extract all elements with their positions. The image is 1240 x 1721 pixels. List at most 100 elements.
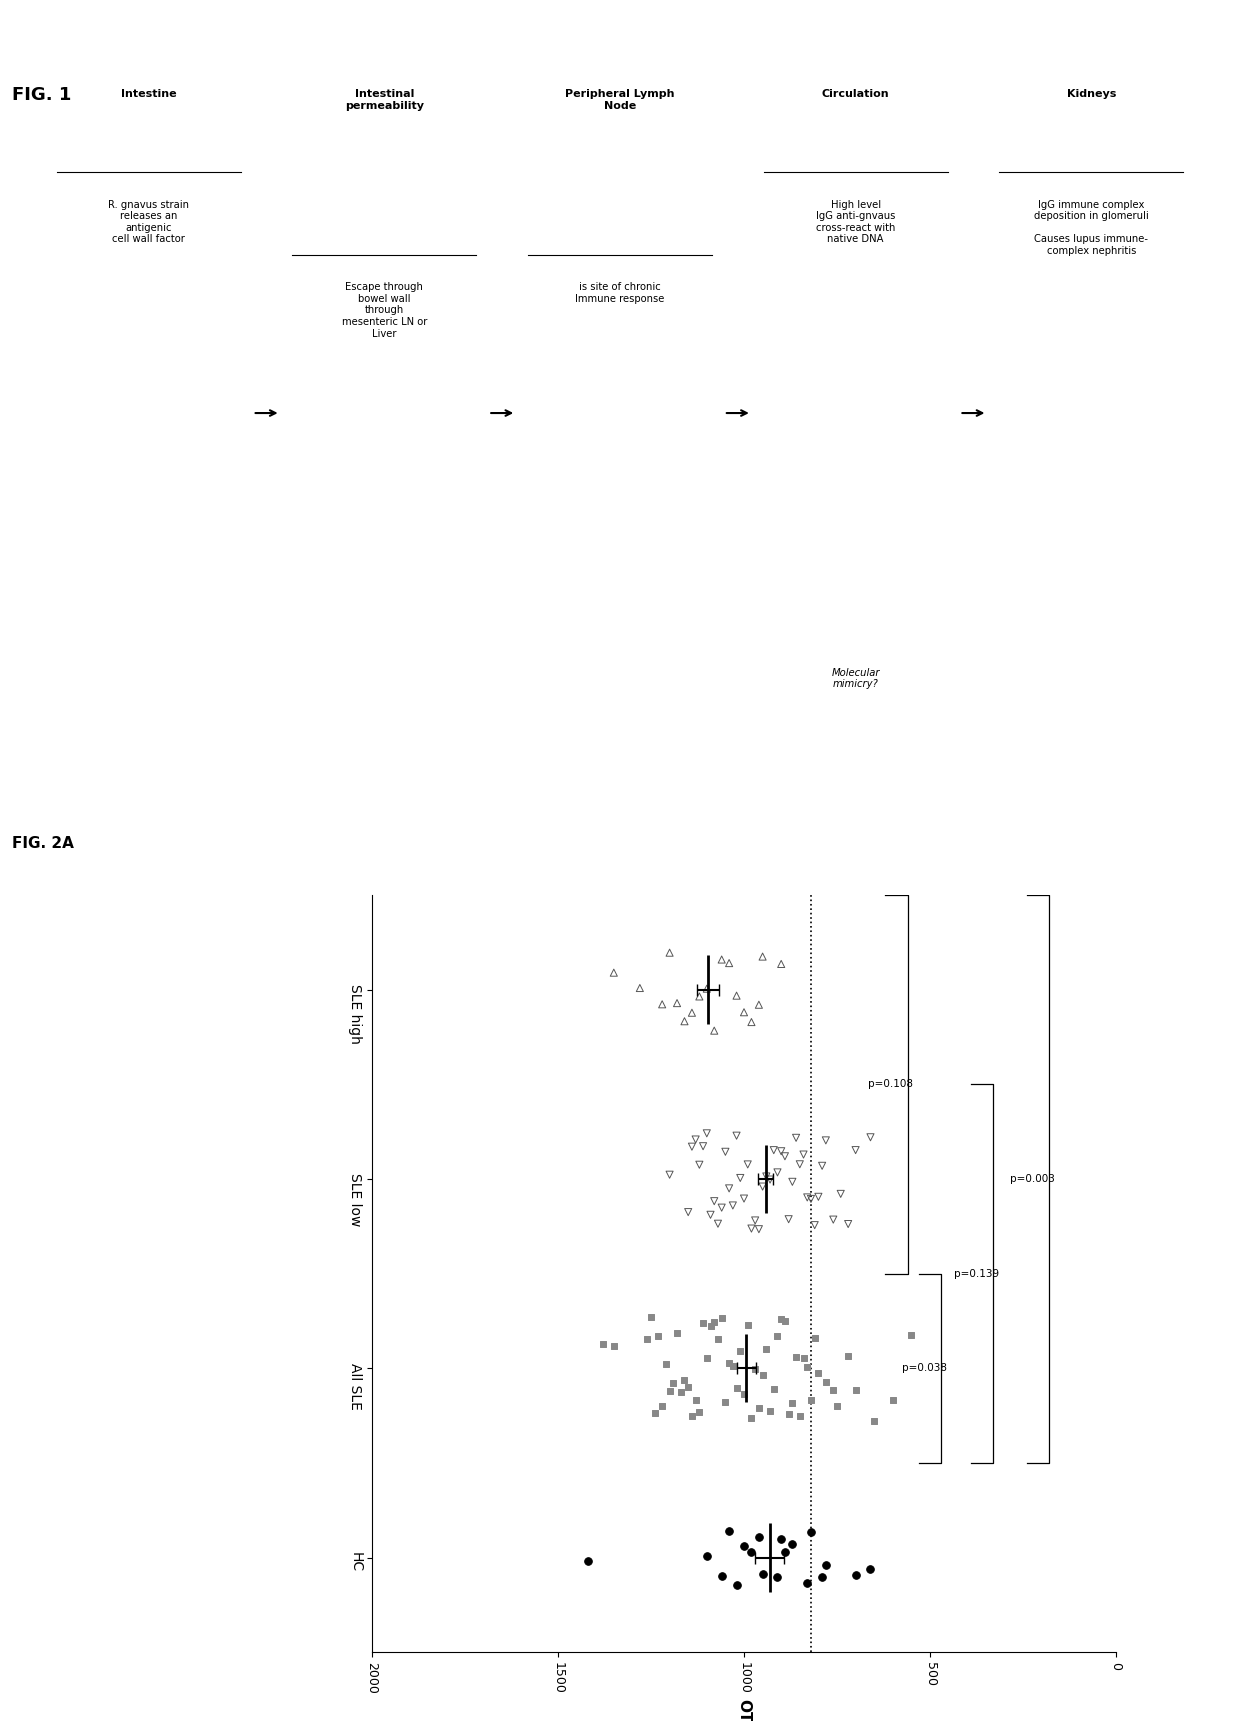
Point bbox=[667, 990, 687, 1017]
Text: p=0.003: p=0.003 bbox=[1009, 1174, 1054, 1184]
Text: High level
IgG anti-gnvaus
cross-react with
native DNA: High level IgG anti-gnvaus cross-react w… bbox=[816, 200, 895, 244]
Text: R. gnavus strain
releases an
antigenic
cell wall factor: R. gnavus strain releases an antigenic c… bbox=[108, 200, 190, 244]
Point bbox=[727, 1122, 746, 1150]
Point bbox=[630, 974, 650, 1002]
Point bbox=[749, 1523, 769, 1551]
Point bbox=[771, 950, 791, 978]
Point bbox=[604, 959, 624, 986]
Point bbox=[768, 1563, 787, 1590]
Point bbox=[693, 1132, 713, 1160]
Point bbox=[604, 1332, 624, 1360]
Point bbox=[742, 1215, 761, 1243]
Point bbox=[753, 1172, 773, 1200]
Point bbox=[797, 1184, 817, 1212]
Point bbox=[801, 1518, 821, 1545]
Point bbox=[719, 1175, 739, 1203]
Point bbox=[723, 1353, 743, 1380]
Point bbox=[675, 1366, 694, 1394]
Point bbox=[738, 1311, 758, 1339]
Point bbox=[704, 1187, 724, 1215]
Point bbox=[812, 1563, 832, 1590]
Point bbox=[738, 1151, 758, 1179]
Point bbox=[682, 1132, 702, 1160]
Point bbox=[727, 1375, 746, 1403]
Point bbox=[686, 1387, 706, 1415]
Point bbox=[682, 1403, 702, 1430]
Point bbox=[745, 1354, 765, 1382]
Point bbox=[704, 1308, 724, 1335]
Point bbox=[782, 1389, 802, 1416]
Point bbox=[712, 1561, 732, 1588]
Point bbox=[846, 1136, 866, 1163]
Point bbox=[719, 950, 739, 978]
Point bbox=[764, 1136, 784, 1163]
Point bbox=[846, 1377, 866, 1404]
Point bbox=[715, 1387, 735, 1415]
Text: Escape through
bowel wall
through
mesenteric LN or
Liver: Escape through bowel wall through mesent… bbox=[342, 282, 427, 339]
Point bbox=[730, 1163, 750, 1191]
Point bbox=[715, 1138, 735, 1165]
Point bbox=[593, 1330, 613, 1358]
Point bbox=[805, 1323, 825, 1351]
Point bbox=[730, 1337, 750, 1365]
Point bbox=[675, 1007, 694, 1034]
Point bbox=[723, 1191, 743, 1218]
Text: p=0.108: p=0.108 bbox=[868, 1079, 913, 1089]
Point bbox=[805, 1212, 825, 1239]
Point bbox=[768, 1158, 787, 1186]
Point bbox=[742, 1539, 761, 1566]
Point bbox=[901, 1322, 921, 1349]
Text: FIG. 2A: FIG. 2A bbox=[12, 836, 74, 850]
Point bbox=[782, 1530, 802, 1558]
Point bbox=[645, 1399, 665, 1427]
Text: Molecular
mimicry?: Molecular mimicry? bbox=[831, 668, 880, 690]
Text: Kidneys: Kidneys bbox=[1066, 89, 1116, 100]
Text: Peripheral Lymph
Node: Peripheral Lymph Node bbox=[565, 89, 675, 112]
Point bbox=[693, 1310, 713, 1337]
Point bbox=[727, 1571, 746, 1599]
Point bbox=[756, 1335, 776, 1363]
Point bbox=[712, 1305, 732, 1332]
Point bbox=[816, 1127, 836, 1155]
Point bbox=[689, 1397, 709, 1425]
Text: p=0.038: p=0.038 bbox=[901, 1363, 947, 1373]
Point bbox=[660, 940, 680, 967]
Point bbox=[678, 1198, 698, 1225]
Point bbox=[701, 1313, 720, 1341]
Point bbox=[816, 1368, 836, 1396]
Point bbox=[652, 991, 672, 1019]
Text: IgG immune complex
deposition in glomeruli

Causes lupus immune-
complex nephrit: IgG immune complex deposition in glomeru… bbox=[1034, 200, 1148, 256]
Point bbox=[771, 1525, 791, 1552]
Point bbox=[682, 998, 702, 1026]
Point bbox=[812, 1151, 832, 1179]
Point bbox=[686, 1126, 706, 1153]
Point bbox=[838, 1210, 858, 1237]
Point bbox=[808, 1360, 828, 1387]
Point bbox=[749, 1394, 769, 1422]
Point bbox=[797, 1570, 817, 1597]
Point bbox=[697, 974, 717, 1002]
Point bbox=[775, 1306, 795, 1334]
Point bbox=[786, 1342, 806, 1370]
Point bbox=[771, 1305, 791, 1332]
Point bbox=[656, 1349, 676, 1377]
Point bbox=[768, 1322, 787, 1349]
X-axis label: OTU: OTU bbox=[737, 1699, 751, 1721]
Point bbox=[883, 1387, 903, 1415]
Point bbox=[775, 1143, 795, 1170]
Point bbox=[719, 1516, 739, 1544]
Point bbox=[697, 1542, 717, 1570]
Point bbox=[708, 1325, 728, 1353]
Point bbox=[641, 1303, 661, 1330]
Point bbox=[827, 1392, 847, 1420]
Point bbox=[861, 1554, 880, 1582]
Point bbox=[760, 1165, 780, 1193]
Point bbox=[808, 1182, 828, 1210]
Text: FIG. 1: FIG. 1 bbox=[12, 86, 72, 103]
Point bbox=[649, 1322, 668, 1349]
Point bbox=[846, 1561, 866, 1588]
Point bbox=[782, 1169, 802, 1196]
Point bbox=[790, 1403, 810, 1430]
Point bbox=[660, 1377, 680, 1404]
Point bbox=[689, 1151, 709, 1179]
